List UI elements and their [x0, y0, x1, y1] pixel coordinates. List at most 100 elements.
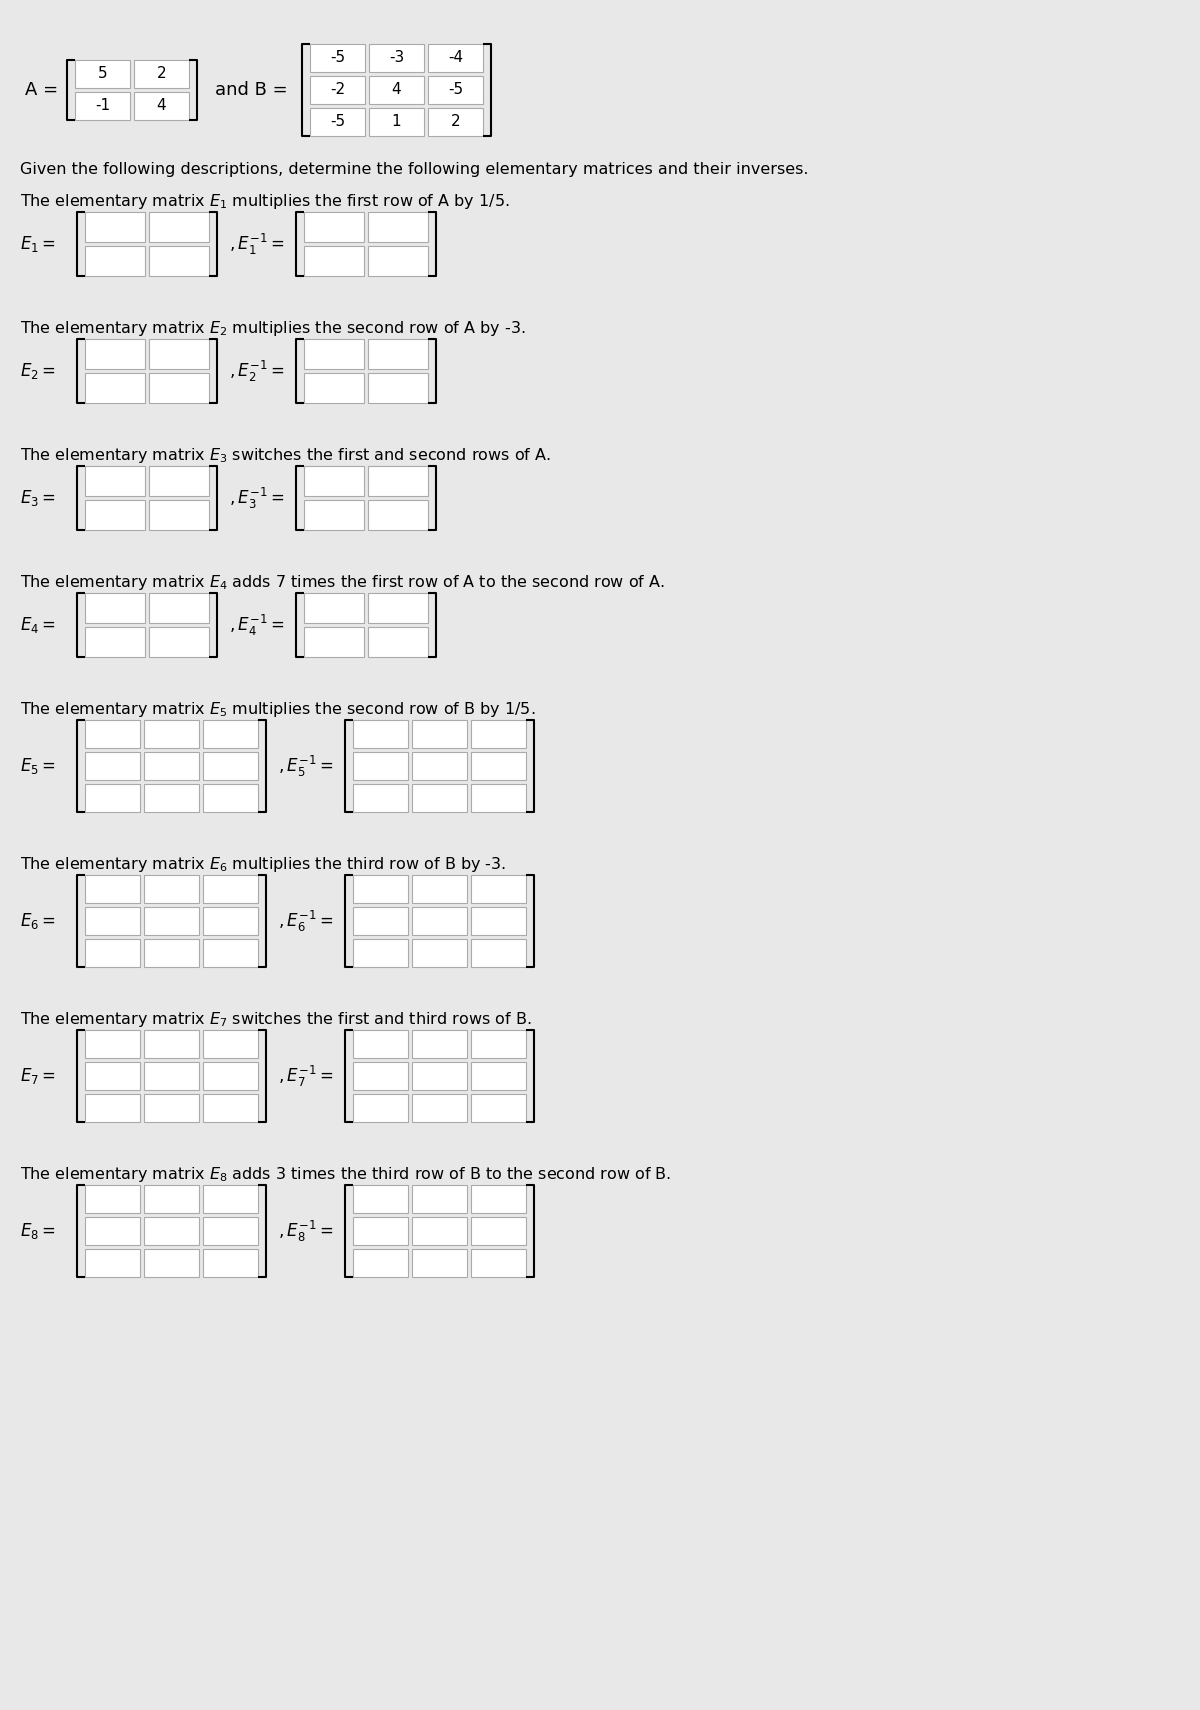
FancyBboxPatch shape — [368, 628, 428, 657]
FancyBboxPatch shape — [304, 467, 364, 496]
FancyBboxPatch shape — [203, 939, 258, 966]
FancyBboxPatch shape — [368, 212, 428, 243]
FancyBboxPatch shape — [149, 593, 209, 622]
FancyBboxPatch shape — [368, 593, 428, 622]
FancyBboxPatch shape — [472, 783, 526, 812]
FancyBboxPatch shape — [304, 212, 364, 243]
FancyBboxPatch shape — [203, 783, 258, 812]
Text: $,E_8^{-1} =$: $,E_8^{-1} =$ — [278, 1219, 334, 1243]
Text: $,E_6^{-1} =$: $,E_6^{-1} =$ — [278, 908, 334, 934]
FancyBboxPatch shape — [353, 1062, 408, 1089]
FancyBboxPatch shape — [144, 783, 199, 812]
FancyBboxPatch shape — [368, 499, 428, 530]
Text: $,E_1^{-1} =$: $,E_1^{-1} =$ — [229, 231, 284, 256]
FancyBboxPatch shape — [85, 373, 145, 404]
FancyBboxPatch shape — [353, 876, 408, 903]
Text: The elementary matrix $E_8$ adds 3 times the third row of B to the second row of: The elementary matrix $E_8$ adds 3 times… — [20, 1165, 671, 1183]
FancyBboxPatch shape — [203, 752, 258, 780]
FancyBboxPatch shape — [353, 1094, 408, 1122]
FancyBboxPatch shape — [85, 1248, 140, 1277]
FancyBboxPatch shape — [85, 499, 145, 530]
FancyBboxPatch shape — [74, 60, 130, 87]
FancyBboxPatch shape — [472, 720, 526, 747]
Text: 4: 4 — [391, 82, 401, 97]
Text: and B =: and B = — [215, 80, 288, 99]
FancyBboxPatch shape — [203, 1218, 258, 1245]
FancyBboxPatch shape — [203, 1248, 258, 1277]
Text: -2: -2 — [330, 82, 346, 97]
FancyBboxPatch shape — [203, 1029, 258, 1058]
Text: 2: 2 — [157, 67, 167, 82]
FancyBboxPatch shape — [134, 60, 190, 87]
Text: $,E_4^{-1} =$: $,E_4^{-1} =$ — [229, 612, 284, 638]
Text: $,E_3^{-1} =$: $,E_3^{-1} =$ — [229, 486, 284, 511]
FancyBboxPatch shape — [203, 720, 258, 747]
FancyBboxPatch shape — [368, 339, 428, 369]
FancyBboxPatch shape — [85, 939, 140, 966]
FancyBboxPatch shape — [368, 246, 428, 275]
FancyBboxPatch shape — [203, 906, 258, 935]
FancyBboxPatch shape — [304, 499, 364, 530]
FancyBboxPatch shape — [85, 1218, 140, 1245]
Text: $E_1 =$: $E_1 =$ — [20, 234, 55, 255]
FancyBboxPatch shape — [428, 75, 482, 104]
FancyBboxPatch shape — [85, 246, 145, 275]
FancyBboxPatch shape — [144, 1062, 199, 1089]
Text: -5: -5 — [448, 82, 463, 97]
FancyBboxPatch shape — [85, 212, 145, 243]
FancyBboxPatch shape — [304, 373, 364, 404]
Text: $E_8 =$: $E_8 =$ — [20, 1221, 55, 1241]
FancyBboxPatch shape — [472, 876, 526, 903]
Text: -5: -5 — [330, 51, 346, 65]
FancyBboxPatch shape — [144, 939, 199, 966]
FancyBboxPatch shape — [144, 1248, 199, 1277]
FancyBboxPatch shape — [353, 1185, 408, 1212]
FancyBboxPatch shape — [412, 1094, 467, 1122]
Text: $,E_7^{-1} =$: $,E_7^{-1} =$ — [278, 1064, 334, 1089]
FancyBboxPatch shape — [85, 876, 140, 903]
FancyBboxPatch shape — [472, 1029, 526, 1058]
FancyBboxPatch shape — [353, 906, 408, 935]
FancyBboxPatch shape — [149, 339, 209, 369]
FancyBboxPatch shape — [472, 1248, 526, 1277]
Text: $E_6 =$: $E_6 =$ — [20, 911, 55, 930]
Text: $E_4 =$: $E_4 =$ — [20, 616, 55, 634]
Text: The elementary matrix $E_1$ multiplies the first row of A by 1/5.: The elementary matrix $E_1$ multiplies t… — [20, 192, 510, 210]
FancyBboxPatch shape — [149, 499, 209, 530]
FancyBboxPatch shape — [412, 876, 467, 903]
FancyBboxPatch shape — [304, 593, 364, 622]
FancyBboxPatch shape — [144, 1185, 199, 1212]
Text: -3: -3 — [389, 51, 404, 65]
FancyBboxPatch shape — [144, 720, 199, 747]
FancyBboxPatch shape — [149, 373, 209, 404]
Text: The elementary matrix $E_7$ switches the first and third rows of B.: The elementary matrix $E_7$ switches the… — [20, 1011, 532, 1029]
Text: The elementary matrix $E_5$ multiplies the second row of B by 1/5.: The elementary matrix $E_5$ multiplies t… — [20, 699, 535, 718]
FancyBboxPatch shape — [370, 108, 424, 137]
FancyBboxPatch shape — [144, 1094, 199, 1122]
Text: $E_5 =$: $E_5 =$ — [20, 756, 55, 776]
FancyBboxPatch shape — [144, 1029, 199, 1058]
FancyBboxPatch shape — [149, 628, 209, 657]
FancyBboxPatch shape — [353, 752, 408, 780]
FancyBboxPatch shape — [203, 1185, 258, 1212]
FancyBboxPatch shape — [412, 720, 467, 747]
FancyBboxPatch shape — [370, 44, 424, 72]
Text: $,E_2^{-1} =$: $,E_2^{-1} =$ — [229, 359, 284, 383]
FancyBboxPatch shape — [472, 752, 526, 780]
FancyBboxPatch shape — [412, 752, 467, 780]
FancyBboxPatch shape — [353, 783, 408, 812]
Text: -5: -5 — [330, 115, 346, 130]
Text: The elementary matrix $E_6$ multiplies the third row of B by -3.: The elementary matrix $E_6$ multiplies t… — [20, 855, 506, 874]
FancyBboxPatch shape — [144, 1218, 199, 1245]
FancyBboxPatch shape — [74, 92, 130, 120]
FancyBboxPatch shape — [353, 1218, 408, 1245]
FancyBboxPatch shape — [428, 108, 482, 137]
FancyBboxPatch shape — [472, 1185, 526, 1212]
FancyBboxPatch shape — [412, 1062, 467, 1089]
Text: 5: 5 — [97, 67, 107, 82]
Text: $E_3 =$: $E_3 =$ — [20, 487, 55, 508]
FancyBboxPatch shape — [85, 906, 140, 935]
FancyBboxPatch shape — [472, 1218, 526, 1245]
Text: The elementary matrix $E_3$ switches the first and second rows of A.: The elementary matrix $E_3$ switches the… — [20, 446, 551, 465]
Text: $E_7 =$: $E_7 =$ — [20, 1065, 55, 1086]
